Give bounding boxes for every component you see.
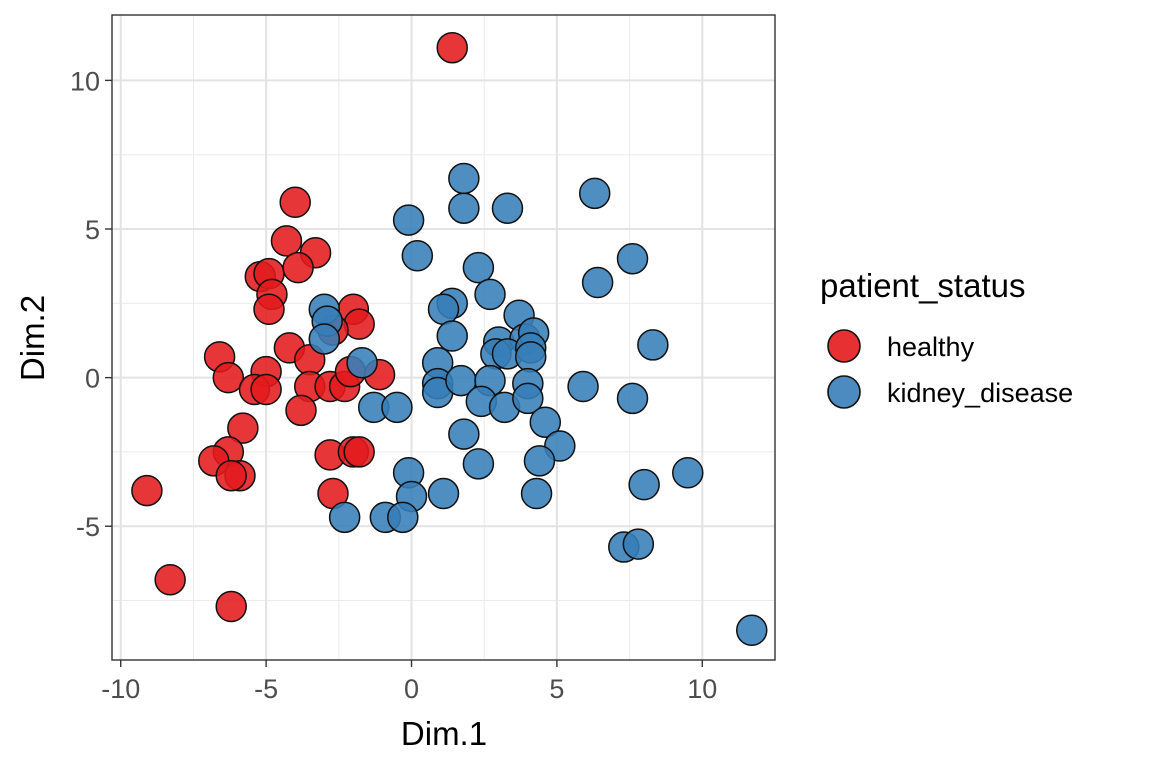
- point-healthy: [253, 293, 285, 326]
- x-axis: -10 -5 0 5 10: [101, 660, 717, 704]
- y-axis-title: Dim.2: [14, 295, 51, 381]
- point-kidney-disease: [427, 477, 460, 510]
- point-healthy: [131, 474, 163, 507]
- point-kidney-disease: [637, 329, 669, 361]
- point-kidney-disease: [512, 382, 544, 415]
- point-kidney-disease: [436, 320, 468, 352]
- point-kidney-disease: [581, 266, 614, 299]
- point-kidney-disease: [616, 242, 649, 275]
- point-kidney-disease: [462, 251, 495, 284]
- point-kidney-disease: [491, 192, 524, 224]
- point-kidney-disease: [622, 528, 655, 560]
- y-tick-label: 10: [70, 66, 100, 96]
- point-kidney-disease: [567, 370, 599, 403]
- point-kidney-disease: [381, 391, 413, 424]
- point-kidney-disease: [672, 456, 704, 489]
- legend-label-healthy: healthy: [887, 332, 975, 362]
- point-kidney-disease: [427, 293, 460, 326]
- legend-key-kidney-disease: [827, 375, 861, 409]
- point-kidney-disease: [328, 501, 361, 534]
- legend-key-healthy: [827, 329, 861, 363]
- point-kidney-disease: [392, 204, 425, 236]
- point-kidney-disease: [387, 501, 419, 534]
- y-tick-label: -5: [76, 512, 100, 542]
- y-axis: -5 0 5 10: [70, 66, 112, 542]
- x-tick-label: -10: [101, 674, 140, 704]
- point-healthy: [227, 412, 259, 444]
- point-kidney-disease: [462, 448, 495, 480]
- point-kidney-disease: [401, 240, 434, 272]
- point-healthy: [279, 186, 311, 219]
- point-healthy: [285, 394, 317, 427]
- point-kidney-disease: [448, 418, 480, 450]
- x-tick-label: -5: [254, 674, 278, 704]
- point-healthy: [215, 459, 247, 492]
- point-healthy: [215, 590, 247, 623]
- y-tick-label: 0: [85, 364, 100, 394]
- point-healthy: [250, 373, 282, 406]
- point-kidney-disease: [308, 323, 341, 355]
- point-kidney-disease: [616, 382, 649, 415]
- legend-title: patient_status: [820, 267, 1025, 304]
- point-healthy: [436, 31, 468, 64]
- point-kidney-disease: [520, 477, 553, 510]
- point-kidney-disease: [578, 177, 611, 210]
- point-kidney-disease: [346, 347, 378, 379]
- point-kidney-disease: [529, 406, 562, 438]
- point-healthy: [270, 225, 303, 257]
- point-kidney-disease: [474, 278, 506, 311]
- x-tick-label: 10: [687, 674, 717, 704]
- x-axis-title: Dim.1: [401, 715, 487, 752]
- point-healthy: [343, 308, 375, 340]
- x-tick-label: 0: [404, 674, 419, 704]
- point-kidney-disease: [448, 192, 480, 224]
- point-kidney-disease: [514, 341, 547, 373]
- point-healthy: [212, 361, 245, 394]
- legend: patient_status healthy kidney_disease: [820, 267, 1073, 409]
- panel-border: [111, 14, 776, 661]
- point-kidney-disease: [628, 468, 660, 501]
- x-tick-label: 5: [549, 674, 564, 704]
- point-healthy: [154, 563, 186, 596]
- point-kidney-disease: [448, 162, 480, 195]
- point-healthy: [282, 251, 314, 284]
- y-tick-label: 5: [85, 215, 100, 245]
- point-kidney-disease: [523, 445, 556, 477]
- point-healthy: [343, 436, 375, 468]
- data-points: [131, 31, 768, 647]
- point-kidney-disease: [735, 614, 768, 647]
- legend-label-kidney-disease: kidney_disease: [887, 378, 1073, 408]
